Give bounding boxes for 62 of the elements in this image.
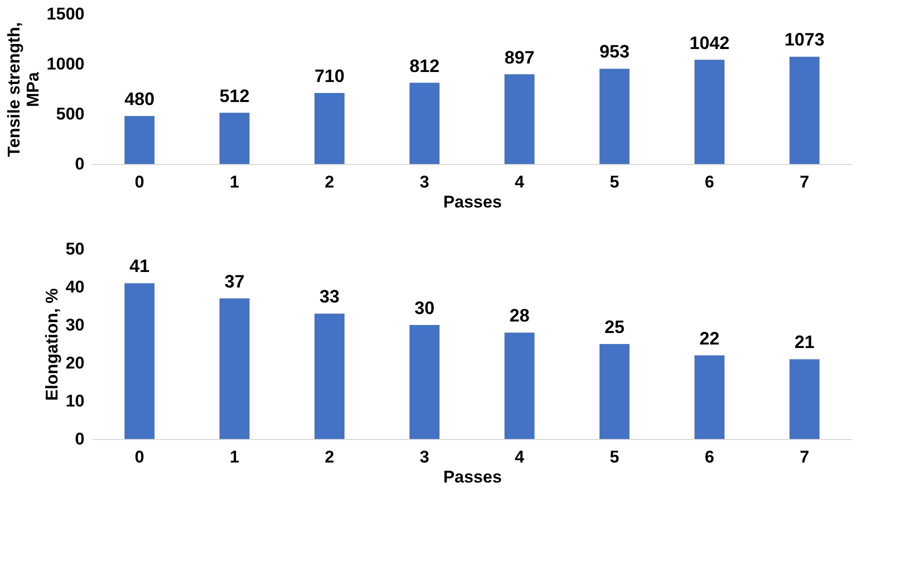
data-label: 28 (509, 306, 530, 326)
x-tick-label: 5 (610, 172, 620, 192)
data-label: 30 (414, 298, 435, 318)
x-tick-label: 7 (800, 172, 810, 192)
bar (504, 332, 534, 439)
bar (504, 74, 534, 164)
data-label: 41 (129, 256, 150, 276)
y-tick-label: 1500 (46, 4, 84, 24)
y-axis-title: Elongation, % (42, 288, 62, 401)
data-label: 1073 (784, 30, 825, 50)
bar (314, 314, 344, 439)
data-label: 37 (224, 271, 245, 292)
y-tick-label: 30 (66, 316, 84, 334)
data-label: 22 (699, 328, 720, 348)
data-label: 897 (504, 47, 535, 68)
x-tick-label: 2 (324, 172, 334, 192)
data-label: 512 (219, 86, 250, 106)
x-tick-label: 1 (230, 172, 240, 192)
bar (220, 298, 250, 439)
y-tick-label: 0 (75, 154, 84, 174)
bar (600, 68, 630, 164)
y-tick-label: 10 (66, 392, 84, 410)
y-tick-label: 20 (66, 354, 84, 372)
x-tick-label: 1 (230, 448, 240, 466)
x-axis-title: Passes (443, 468, 502, 486)
x-tick-label: 6 (704, 448, 714, 466)
bar (790, 359, 820, 439)
bar (600, 344, 630, 439)
bar (124, 283, 154, 439)
bar (694, 60, 724, 164)
data-label: 953 (599, 42, 630, 62)
x-tick-label: 3 (420, 172, 430, 192)
x-tick-label: 0 (134, 172, 144, 192)
data-label: 480 (124, 89, 155, 109)
x-tick-label: 4 (514, 172, 525, 192)
y-tick-label: 500 (56, 104, 84, 124)
bar (410, 325, 440, 439)
data-label: 25 (604, 317, 625, 337)
x-tick-label: 7 (800, 448, 810, 466)
y-tick-label: 50 (66, 240, 84, 258)
data-label: 812 (409, 56, 440, 76)
bar (314, 93, 344, 164)
x-axis-title: Passes (443, 192, 502, 212)
bar (124, 116, 154, 164)
y-axis-title: Tensile strength, MPa (4, 22, 43, 157)
bar (790, 56, 820, 164)
x-tick-label: 5 (610, 448, 620, 466)
x-tick-label: 2 (324, 448, 334, 466)
data-label: 33 (319, 286, 340, 307)
data-label: 1042 (689, 32, 730, 53)
y-tick-label: 40 (66, 278, 84, 296)
data-label: 710 (314, 66, 345, 86)
y-tick-label: 0 (75, 430, 84, 448)
bar (694, 355, 724, 439)
x-tick-label: 0 (134, 448, 144, 466)
bar (220, 112, 250, 164)
y-tick-label: 1000 (46, 54, 84, 74)
x-tick-label: 6 (704, 172, 714, 192)
x-tick-label: 4 (514, 448, 525, 466)
x-tick-label: 3 (420, 448, 430, 466)
bar (410, 82, 440, 164)
data-label: 21 (794, 332, 815, 352)
